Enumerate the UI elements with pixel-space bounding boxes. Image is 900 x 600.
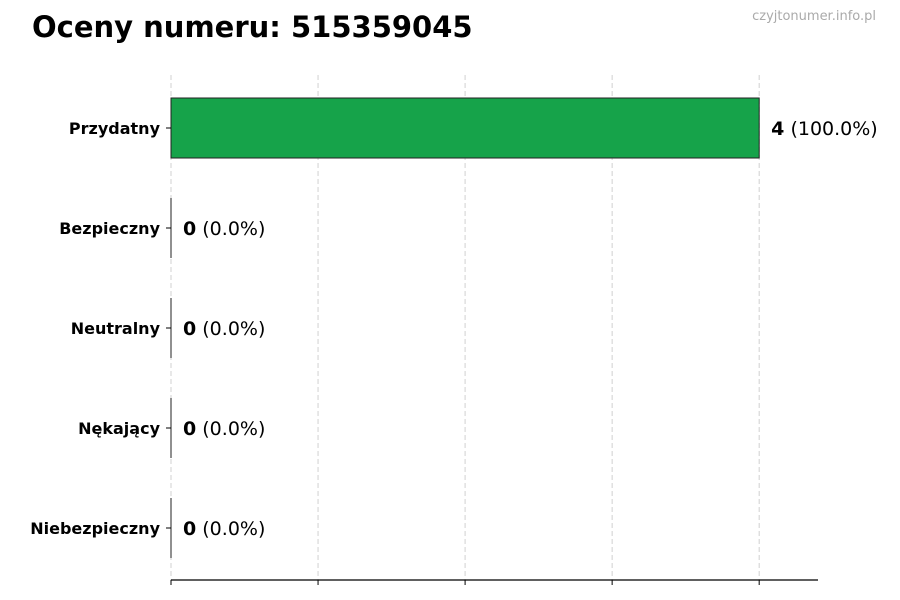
data-label-count: 4 (771, 118, 784, 140)
data-label-percent: (0.0%) (196, 418, 265, 440)
y-tick-label: Niebezpieczny (30, 519, 160, 538)
data-label-count: 0 (183, 418, 196, 440)
data-label-percent: (0.0%) (196, 218, 265, 240)
data-label-percent: (100.0%) (784, 118, 877, 140)
chart-title: Oceny numeru: 515359045 (32, 10, 473, 44)
data-label-count: 0 (183, 318, 196, 340)
data-label-count: 0 (183, 218, 196, 240)
y-tick-label: Neutralny (71, 319, 161, 338)
data-label-count: 0 (183, 518, 196, 540)
data-label: 0 (0.0%) (183, 518, 265, 540)
bar-0 (170, 97, 760, 159)
y-tick-label: Przydatny (69, 119, 161, 138)
data-label: 0 (0.0%) (183, 218, 265, 240)
data-label-percent: (0.0%) (196, 518, 265, 540)
data-label: 0 (0.0%) (183, 418, 265, 440)
data-label-percent: (0.0%) (196, 318, 265, 340)
data-label: 4 (100.0%) (771, 118, 878, 140)
y-tick-label: Bezpieczny (59, 219, 160, 238)
watermark: czyjtonumer.info.pl (752, 9, 876, 24)
data-label: 0 (0.0%) (183, 318, 265, 340)
y-tick-label: Nękający (78, 419, 160, 438)
